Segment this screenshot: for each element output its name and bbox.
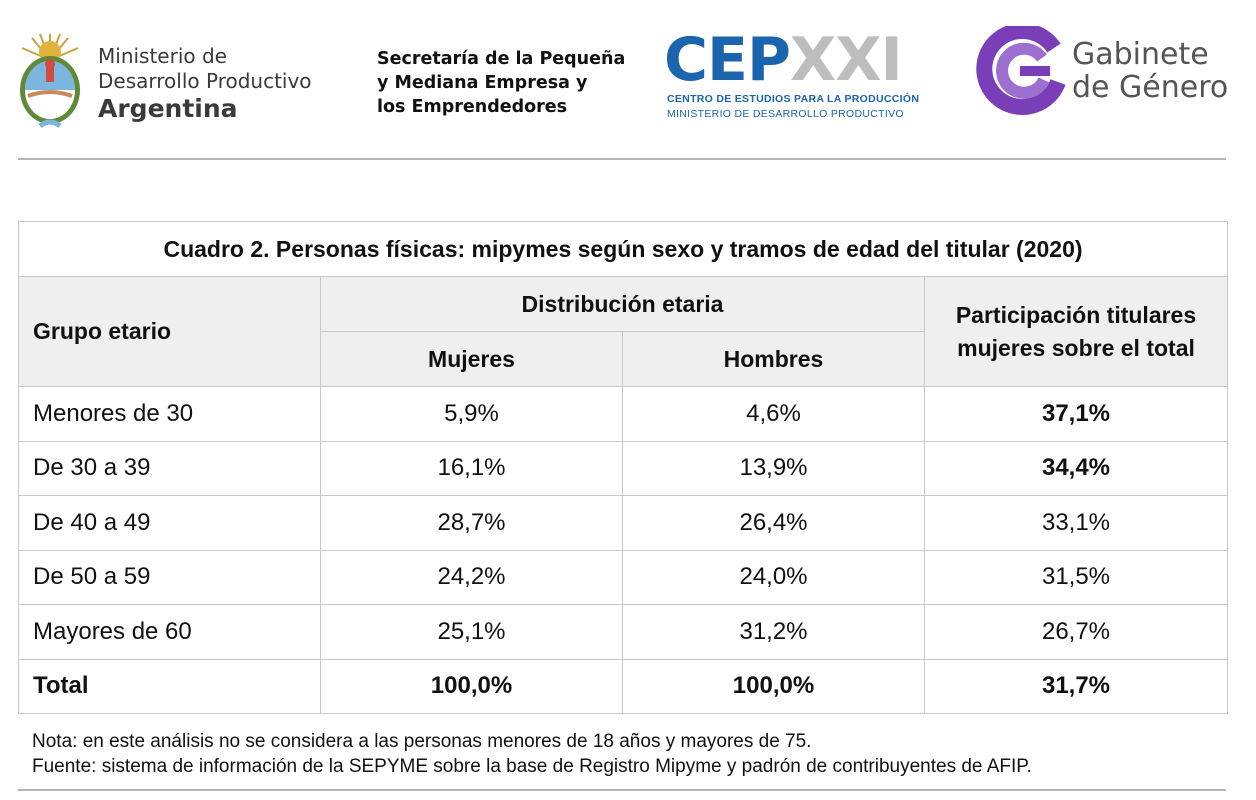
note-text: Nota: en este análisis no se considera a… (32, 731, 812, 752)
total-label: Total (18, 658, 321, 714)
header-participacion-line1: Participación titulares (955, 301, 1197, 328)
gabinete-line1: Gabinete (1072, 37, 1209, 72)
header-hombres: Hombres (622, 331, 925, 387)
cepxxi-wordmark: CEPXXI (664, 29, 903, 91)
row-hombres: 31,2% (622, 604, 925, 660)
table-row: De 40 a 49 28,7% 26,4% 33,1% (18, 495, 1228, 551)
row-participacion: 33,1% (924, 495, 1228, 551)
total-participacion: 31,7% (924, 658, 1228, 714)
row-mujeres: 24,2% (320, 549, 623, 605)
total-hombres: 100,0% (622, 658, 925, 714)
row-grupo: Menores de 30 (18, 386, 321, 442)
gabinete-symbol-icon (976, 26, 1066, 115)
cep-subtitle-2: MINISTERIO DE DESARROLLO PRODUCTIVO (667, 108, 904, 120)
gabinete-logo: Gabinete de Género (976, 26, 1236, 126)
secretaria-line3: los Emprendedores (377, 97, 568, 117)
row-participacion: 34,4% (924, 440, 1228, 496)
table-caption: Cuadro 2. Personas físicas: mipymes segú… (18, 221, 1228, 277)
row-hombres: 4,6% (622, 386, 925, 442)
header-grupo-etario: Grupo etario (18, 276, 321, 387)
ministerio-logo: Ministerio de Desarrollo Productivo Arge… (14, 30, 334, 130)
header-row-1: Grupo etario Distribución etaria Partici… (18, 276, 1228, 387)
row-hombres: 13,9% (622, 440, 925, 496)
cepxxi-logo: CEPXXI CENTRO DE ESTUDIOS PARA LA PRODUC… (664, 29, 924, 125)
cep-wordmark-part1: CEP (664, 25, 791, 95)
ministerio-line3: Argentina (98, 94, 238, 123)
row-participacion: 31,5% (924, 549, 1228, 605)
row-mujeres: 25,1% (320, 604, 623, 660)
table-row: De 50 a 59 24,2% 24,0% 31,5% (18, 549, 1228, 605)
cep-subtitle-1: CENTRO DE ESTUDIOS PARA LA PRODUCCIÓN (667, 93, 920, 105)
ministerio-line2: Desarrollo Productivo (98, 69, 312, 93)
header-participacion: Participación titulares mujeres sobre el… (924, 276, 1228, 387)
header-participacion-line2: mujeres sobre el total (957, 334, 1195, 361)
bottom-divider (18, 789, 1226, 791)
total-mujeres: 100,0% (320, 658, 623, 714)
data-table: Cuadro 2. Personas físicas: mipymes segú… (18, 221, 1228, 714)
row-mujeres: 5,9% (320, 386, 623, 442)
secretaria-logo: Secretaría de la Pequeña y Mediana Empre… (377, 47, 625, 119)
row-grupo: Mayores de 60 (18, 604, 321, 660)
table-row: De 30 a 39 16,1% 13,9% 34,4% (18, 440, 1228, 496)
caption-row: Cuadro 2. Personas físicas: mipymes segú… (18, 221, 1228, 277)
header-distribucion-etaria: Distribución etaria (320, 276, 925, 332)
header-mujeres: Mujeres (320, 331, 623, 387)
notes: Nota: en este análisis no se considera a… (32, 729, 1032, 779)
row-mujeres: 16,1% (320, 440, 623, 496)
table-row: Menores de 30 5,9% 4,6% 37,1% (18, 386, 1228, 442)
header-divider (18, 158, 1226, 160)
header: Ministerio de Desarrollo Productivo Arge… (0, 0, 1256, 160)
row-grupo: De 50 a 59 (18, 549, 321, 605)
row-hombres: 24,0% (622, 549, 925, 605)
row-mujeres: 28,7% (320, 495, 623, 551)
table-row: Mayores de 60 25,1% 31,2% 26,7% (18, 604, 1228, 660)
source-text: Fuente: sistema de información de la SEP… (32, 756, 1032, 777)
cep-wordmark-part2: XXI (790, 25, 903, 95)
header-row-2: Mujeres Hombres (19, 331, 1228, 387)
row-hombres: 26,4% (622, 495, 925, 551)
secretaria-line2: y Mediana Empresa y (377, 73, 588, 93)
row-participacion: 26,7% (924, 604, 1228, 660)
row-grupo: De 30 a 39 (18, 440, 321, 496)
total-row: Total 100,0% 100,0% 31,7% (18, 658, 1228, 714)
row-grupo: De 40 a 49 (18, 495, 321, 551)
escudo-nacional-icon (20, 33, 80, 129)
row-participacion: 37,1% (924, 386, 1228, 442)
secretaria-line1: Secretaría de la Pequeña (377, 49, 626, 69)
ministerio-line1: Ministerio de (98, 44, 227, 68)
gabinete-line2: de Género (1072, 70, 1229, 105)
